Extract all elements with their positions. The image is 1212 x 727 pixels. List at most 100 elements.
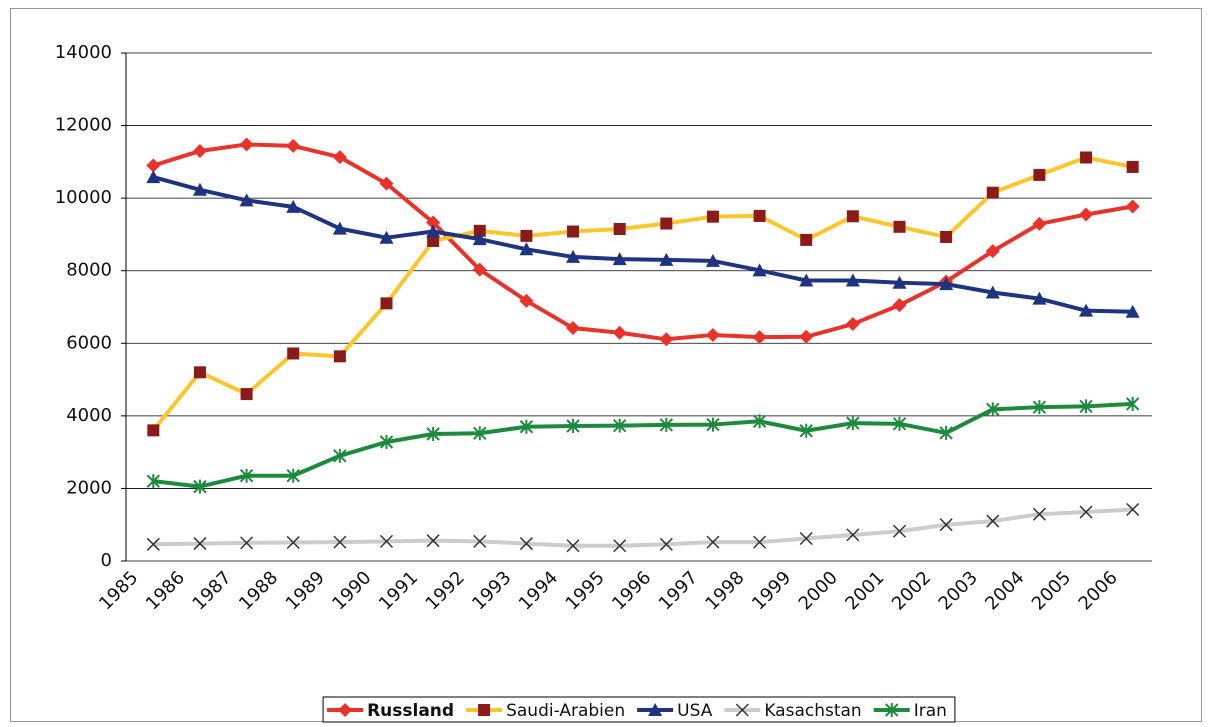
marker [332,221,347,235]
marker [753,209,766,222]
x-tick-label: 1988 [235,567,282,614]
marker [146,158,161,173]
marker [799,423,813,438]
marker [845,317,860,332]
marker [939,425,953,440]
marker [146,474,161,489]
marker [735,703,749,717]
marker [846,528,860,542]
marker [519,293,534,308]
marker [566,419,580,434]
marker [1126,502,1140,517]
series-line [151,155,1134,432]
legend: Russland Saudi-Arabien USA Kasachstan Iran [322,696,956,723]
marker [193,366,206,379]
marker [1032,216,1047,231]
marker [659,252,674,266]
marker [986,514,1000,528]
marker [1080,151,1093,164]
x-tick-label: 2005 [1028,567,1075,614]
marker [892,275,907,289]
marker [753,535,767,549]
marker [659,417,674,432]
marker [1032,507,1046,521]
marker [147,424,160,437]
x-tick-label: 2004 [981,567,1028,614]
marker [986,402,1000,417]
marker [706,417,720,432]
marker [799,531,813,546]
marker [705,327,720,342]
marker [379,230,394,244]
series-line [153,507,1133,548]
marker [752,263,767,277]
x-tick-label: 1996 [608,567,655,614]
marker [1032,400,1047,415]
marker [240,388,253,401]
legend-label: Russland [367,701,454,721]
marker [613,539,627,553]
marker [333,535,347,549]
marker [240,536,254,550]
marker [1079,399,1093,414]
marker [612,418,627,433]
marker [332,150,347,165]
marker [427,234,440,247]
marker [659,332,674,347]
marker [1032,291,1047,305]
marker [286,138,301,153]
legend-label: Kasachstan [764,701,861,721]
x-tick-label: 2003 [935,567,982,614]
marker [846,210,859,223]
x-tick-label: 1986 [142,567,189,614]
marker [566,249,581,263]
marker [287,347,300,360]
marker [885,703,899,717]
marker [893,220,906,233]
marker [892,298,907,313]
marker [985,244,1000,259]
marker [752,414,767,429]
marker [566,539,580,553]
marker [426,534,440,548]
marker [519,419,534,434]
marker [192,182,207,196]
marker [193,537,207,551]
marker [986,186,999,199]
x-tick-label: 1990 [328,567,375,614]
legend-label: Saudi-Arabien [506,701,625,721]
series-line [152,175,1133,314]
x-tick-label: 2002 [888,567,935,614]
marker [239,137,254,152]
x-tick-label: 1985 [95,567,142,614]
x-tick-label: 1998 [701,567,748,614]
marker [1079,303,1094,317]
marker [519,242,534,256]
y-tick-label: 4000 [66,405,112,426]
marker [659,537,673,551]
x-tick-label: 1993 [468,567,515,614]
marker [193,479,207,494]
legend-label: Iran [914,701,947,721]
marker [1126,160,1139,173]
marker [660,217,673,230]
x-tick-label: 1997 [655,567,702,614]
chart-frame [10,8,1202,722]
marker [333,350,346,363]
marker [985,285,1000,299]
marker [472,232,487,246]
marker [892,416,907,431]
marker [612,252,627,266]
marker [192,143,207,158]
marker [800,233,813,246]
marker [846,416,860,431]
marker [472,262,487,277]
x-tick-label: 2000 [795,567,842,614]
marker [1033,168,1046,181]
marker [1079,207,1094,222]
marker [380,297,393,310]
marker [1125,304,1140,318]
marker [939,277,954,291]
x-tick-label: 1991 [375,567,422,614]
marker [519,537,533,551]
